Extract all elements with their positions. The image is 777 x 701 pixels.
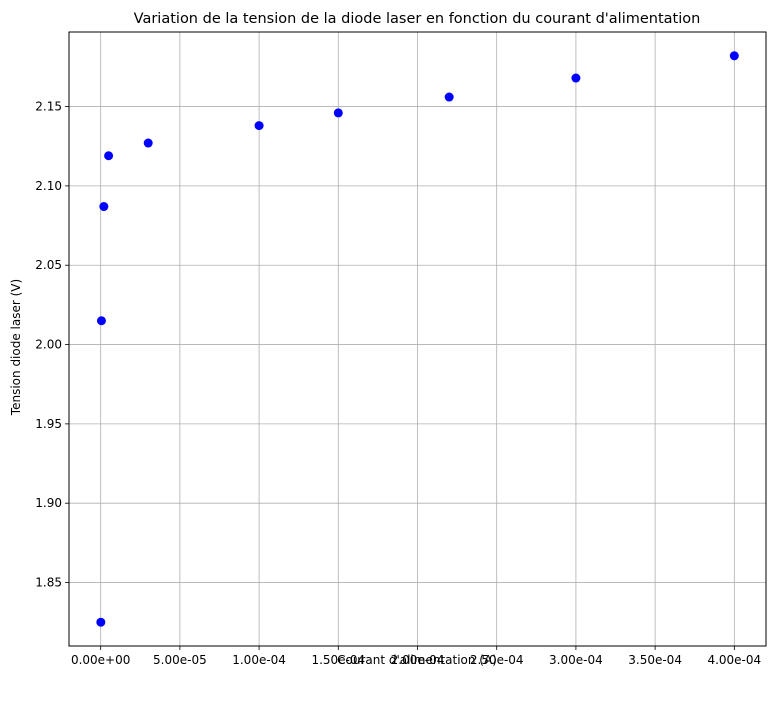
y-tick-label: 2.00 bbox=[35, 338, 62, 352]
x-tick-label: 4.00e-04 bbox=[707, 653, 761, 667]
chart-title: Variation de la tension de la diode lase… bbox=[134, 11, 701, 27]
x-tick-label: 1.50e-04 bbox=[311, 653, 365, 667]
x-tick-label: 3.50e-04 bbox=[628, 653, 682, 667]
data-point bbox=[96, 316, 106, 326]
y-tick-label: 1.85 bbox=[35, 576, 62, 590]
data-point bbox=[333, 108, 343, 118]
data-point bbox=[254, 121, 264, 131]
data-point bbox=[571, 73, 581, 83]
data-point bbox=[143, 138, 153, 148]
y-tick-label: 2.05 bbox=[35, 258, 62, 272]
x-axis-ticks: 0.00e+00 5.00e-05 1.00e-04 1.50e-04 2.00e-04… bbox=[71, 646, 761, 667]
x-tick-label: 2.00e-04 bbox=[391, 653, 445, 667]
y-tick-label: 1.95 bbox=[35, 417, 62, 431]
grid bbox=[69, 32, 766, 646]
y-tick-label: 2.15 bbox=[35, 100, 62, 114]
x-tick-label: 2.50e-04 bbox=[470, 653, 524, 667]
y-tick-label: 2.10 bbox=[35, 179, 62, 193]
data-point bbox=[99, 202, 109, 212]
data-point bbox=[96, 617, 106, 627]
y-axis-ticks: 1.85 1.90 1.95 2.00 2.05 2.10 2.15 bbox=[35, 100, 69, 590]
x-tick-label: 0.00e+00 bbox=[71, 653, 130, 667]
y-axis-label: Tension diode laser (V) bbox=[9, 279, 23, 416]
data-points bbox=[96, 51, 739, 627]
x-tick-label: 3.00e-04 bbox=[549, 653, 603, 667]
x-axis-label: Courant d'alimentation (A) bbox=[337, 653, 497, 667]
data-point bbox=[444, 92, 454, 102]
x-tick-label: 5.00e-05 bbox=[153, 653, 207, 667]
y-tick-label: 1.90 bbox=[35, 496, 62, 510]
data-point bbox=[729, 51, 739, 61]
x-tick-label: 1.00e-04 bbox=[232, 653, 286, 667]
data-point bbox=[104, 151, 114, 161]
